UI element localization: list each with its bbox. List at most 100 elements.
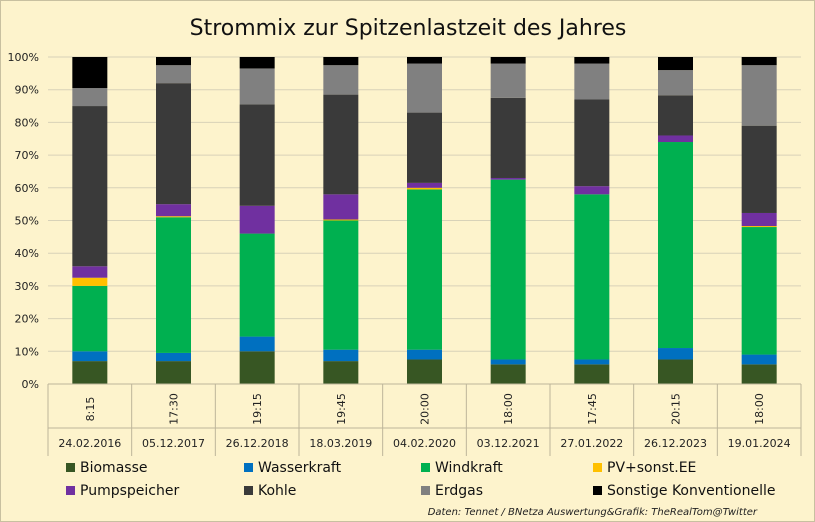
bar-segment-pv-sonst-ee <box>323 219 359 221</box>
bar-segment-windkraft <box>239 233 275 337</box>
legend-swatch <box>421 463 430 472</box>
bar-segment-sonstige-konventionelle <box>574 57 610 64</box>
legend-swatch <box>593 486 602 495</box>
bar-segment-pv-sonst-ee <box>741 226 777 228</box>
y-tick-label: 30% <box>15 280 39 293</box>
chart-title: Strommix zur Spitzenlastzeit des Jahres <box>190 16 627 41</box>
bar-segment-kohle <box>156 83 191 205</box>
y-axis-ticks: 0% 10% 20% 30% 40% 50% 60% 70% 80% 90% 100% <box>8 51 39 391</box>
x-tick-time: 19:45 <box>335 393 348 425</box>
bar-segment-biomasse <box>574 364 610 384</box>
bar-segment-wasserkraft <box>239 336 275 352</box>
x-tick-date: 19.01.2024 <box>728 437 791 450</box>
bar-segment-pumpspeicher <box>72 266 108 278</box>
bar-segment-windkraft <box>658 142 693 349</box>
x-tick-date: 27.01.2022 <box>560 437 623 450</box>
legend-label: Kohle <box>258 483 296 499</box>
y-tick-label: 0% <box>22 378 39 391</box>
bar-segment-windkraft <box>72 285 108 352</box>
source-note: Daten: Tennet / BNetza Auswertung&Grafik… <box>428 507 758 518</box>
x-tick-date: 24.02.2016 <box>58 437 121 450</box>
bar-segment-windkraft <box>156 217 191 353</box>
bar-segment-biomasse <box>741 364 777 384</box>
x-tick-date: 05.12.2017 <box>142 437 205 450</box>
y-tick-label: 20% <box>15 313 39 326</box>
y-tick-label: 60% <box>15 182 39 195</box>
bar-segment-kohle <box>490 97 526 178</box>
x-tick-time: 17:30 <box>168 393 181 425</box>
legend-label: Pumpspeicher <box>80 483 179 499</box>
bar-segment-pumpspeicher <box>323 194 359 220</box>
x-tick-date: 26.12.2018 <box>226 437 289 450</box>
bar-segment-wasserkraft <box>407 349 442 360</box>
bar-segment-pumpspeicher <box>741 212 777 227</box>
bar-segment-sonstige-konventionelle <box>490 57 526 64</box>
bar-segment-wasserkraft <box>741 354 777 365</box>
bar-segment-windkraft <box>741 227 777 355</box>
bar-segment-biomasse <box>407 359 442 384</box>
bar-segment-erdgas <box>741 65 777 126</box>
bar-segment-biomasse <box>239 351 275 384</box>
bar-segment-windkraft <box>407 189 442 350</box>
bar-segment-wasserkraft <box>574 359 610 365</box>
bar-segment-sonstige-konventionelle <box>407 57 442 64</box>
x-tick-time: 20:15 <box>670 393 683 425</box>
bar-segment-kohle <box>741 125 777 213</box>
bar-segment-biomasse <box>72 361 108 384</box>
bar-segment-wasserkraft <box>490 359 526 365</box>
bar-segment-erdgas <box>574 63 610 100</box>
bar-segment-windkraft <box>574 194 610 360</box>
y-tick-label: 50% <box>15 215 39 228</box>
legend-swatch <box>66 486 75 495</box>
bar-segment-biomasse <box>490 364 526 384</box>
legend-swatch <box>244 486 253 495</box>
bar-segment-biomasse <box>323 361 359 384</box>
bar-segment-kohle <box>574 99 610 187</box>
bar-segment-pumpspeicher <box>156 204 191 217</box>
x-tick-time: 20:00 <box>419 393 432 425</box>
bar-segment-biomasse <box>658 359 693 384</box>
bar-segment-kohle <box>323 94 359 195</box>
x-tick-date: 26.12.2023 <box>644 437 707 450</box>
x-tick-time: 18:00 <box>753 393 766 425</box>
legend-swatch <box>66 463 75 472</box>
bars <box>72 57 777 384</box>
bar-segment-pumpspeicher <box>490 177 526 180</box>
x-tick-time: 8:15 <box>84 397 97 422</box>
bar-segment-erdgas <box>658 70 693 96</box>
bar-segment-pv-sonst-ee <box>407 187 442 190</box>
bar-segment-kohle <box>239 104 275 206</box>
bar-segment-wasserkraft <box>658 348 693 360</box>
legend-label: Erdgas <box>435 483 483 499</box>
bar-segment-erdgas <box>72 88 108 107</box>
bar-segment-kohle <box>407 112 442 183</box>
bar-segment-sonstige-konventionelle <box>741 57 777 66</box>
bar-segment-erdgas <box>323 65 359 95</box>
legend: Biomasse Wasserkraft Windkraft PV+sonst.EE P… <box>66 460 775 499</box>
legend-swatch <box>244 463 253 472</box>
bar-segment-pumpspeicher <box>407 182 442 188</box>
y-tick-label: 10% <box>15 345 39 358</box>
legend-swatch <box>421 486 430 495</box>
bar-segment-kohle <box>658 95 693 136</box>
bar-segment-pumpspeicher <box>574 186 610 195</box>
x-tick-date: 04.02.2020 <box>393 437 456 450</box>
bar-segment-windkraft <box>323 220 359 350</box>
x-tick-time: 18:00 <box>502 393 515 425</box>
bar-segment-pumpspeicher <box>658 135 693 143</box>
y-tick-label: 70% <box>15 149 39 162</box>
y-tick-label: 80% <box>15 116 39 129</box>
legend-label: Wasserkraft <box>258 460 342 476</box>
x-tick-date: 18.03.2019 <box>309 437 372 450</box>
legend-swatch <box>593 463 602 472</box>
bar-segment-wasserkraft <box>156 352 191 362</box>
x-tick-time: 17:45 <box>586 393 599 425</box>
bar-segment-wasserkraft <box>323 349 359 362</box>
bar-segment-erdgas <box>156 65 191 84</box>
bar-segment-biomasse <box>156 361 191 384</box>
legend-label: Biomasse <box>80 460 147 476</box>
bar-segment-sonstige-konventionelle <box>156 57 191 66</box>
bar-segment-pv-sonst-ee <box>72 277 108 286</box>
